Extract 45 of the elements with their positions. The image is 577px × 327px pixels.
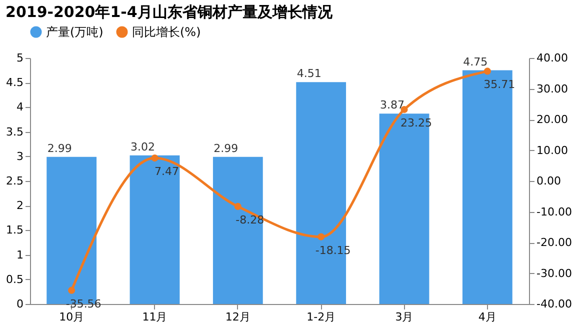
y-tick-label: 5: [16, 52, 24, 64]
bar: [212, 156, 263, 304]
y2-tick-label: -20.00: [536, 236, 572, 249]
y-tick-label: 4.5: [6, 76, 24, 90]
bar: [379, 114, 430, 304]
y-tick-label: 3: [16, 150, 24, 163]
bar: [130, 155, 180, 304]
point: [234, 202, 242, 210]
data-label: 4.51: [296, 67, 322, 80]
y-tick-label: 1: [16, 248, 24, 262]
y-tick-label: 1.5: [6, 224, 24, 237]
data-label: 2.99: [214, 142, 238, 155]
y-tick-label: 2: [16, 199, 24, 212]
y-tick-label: 0.5: [6, 272, 24, 286]
y2-tick-label: -10.00: [536, 205, 572, 218]
y2-tick-label: 20.00: [536, 113, 568, 126]
x-tick-label: 11月: [142, 310, 168, 324]
y2-tick-label: -30.00: [536, 266, 572, 280]
y2-tick-label: 0.00: [536, 174, 561, 188]
legend-label: 产量(万吨): [46, 25, 104, 39]
y2-tick-label: -40.00: [536, 298, 572, 310]
point: [318, 233, 325, 240]
x-tick-label: 1-2月: [306, 310, 336, 324]
data-label: 3.87: [380, 98, 404, 112]
y2-tick-label: 30.00: [536, 82, 568, 96]
x-tick-label: 12月: [225, 310, 250, 324]
data-label: 2.99: [47, 142, 72, 155]
bar: [462, 70, 512, 304]
y2-tick-label: 10.00: [536, 144, 568, 157]
x-tick-label: 3月: [395, 310, 414, 324]
y-tick-label: 2.5: [6, 174, 24, 188]
y2-tick-label: 40.00: [536, 52, 568, 64]
data-label: 3.02: [130, 140, 155, 154]
chart-title: 2019-2020年1-4月山东省铜材产量及增长情况: [6, 3, 334, 21]
y-tick-label: 4: [16, 100, 24, 114]
x-tick-label: 4月: [478, 310, 496, 324]
data-label: 4.75: [463, 55, 488, 68]
legend-label: 同比增长(%): [132, 25, 201, 39]
y-tick-label: 3.5: [6, 125, 24, 138]
point: [68, 286, 76, 294]
data-label: 7.47: [154, 165, 179, 178]
y-tick-label: 0: [16, 298, 24, 310]
x-tick-label: 10月: [59, 310, 84, 324]
point: [151, 154, 158, 162]
point: [484, 68, 491, 75]
